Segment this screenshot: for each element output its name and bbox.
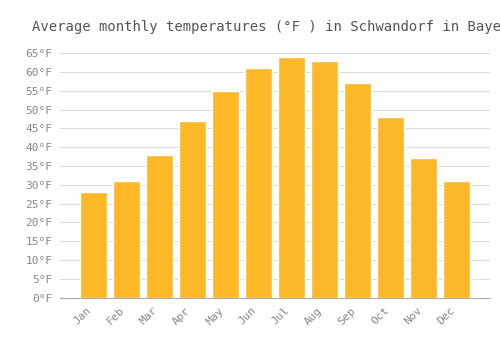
Bar (344, 83, 371, 298)
Bar (311, 61, 338, 297)
Bar (444, 181, 470, 298)
Bar (278, 57, 305, 298)
Bar (377, 117, 404, 298)
Bar (179, 121, 206, 298)
Bar (245, 68, 272, 298)
Bar (146, 155, 173, 298)
Title: Average monthly temperatures (°F ) in Schwandorf in Bayern: Average monthly temperatures (°F ) in Sc… (32, 20, 500, 34)
Bar (410, 159, 438, 298)
Bar (112, 181, 140, 298)
Bar (80, 192, 106, 298)
Bar (212, 91, 239, 298)
